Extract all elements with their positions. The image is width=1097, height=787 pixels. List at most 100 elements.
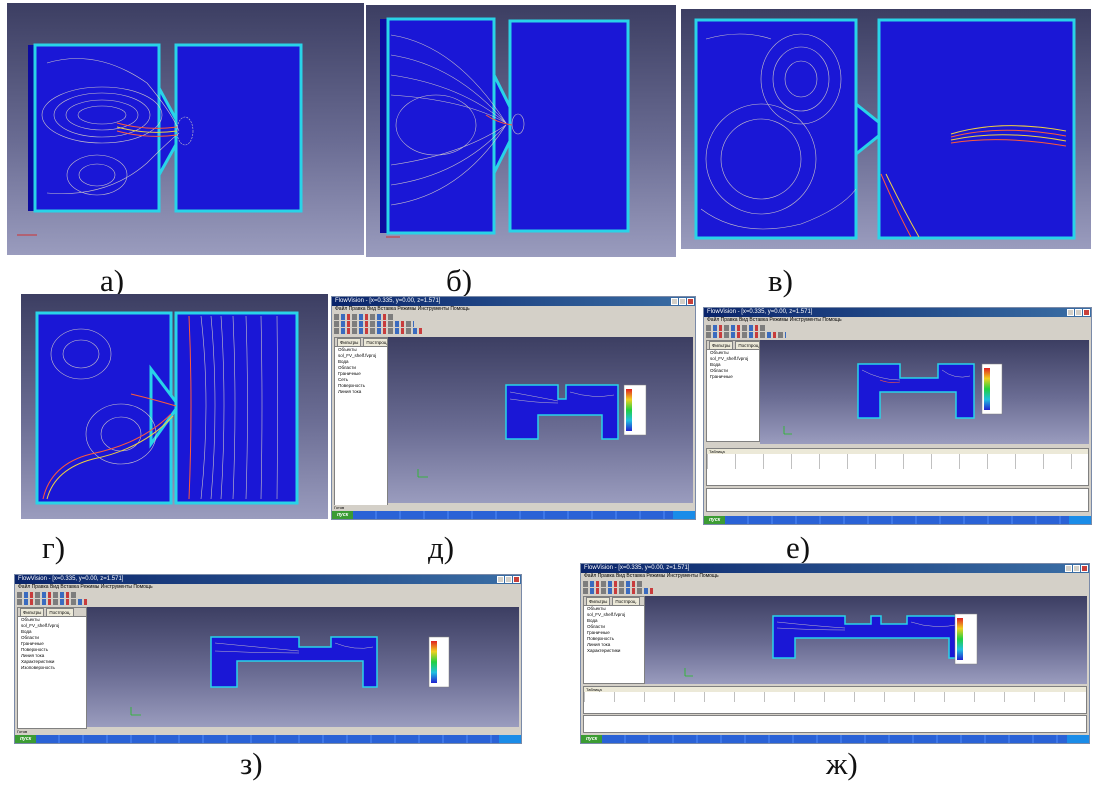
tree-project[interactable]: sol_FV_shelf.fvproj	[338, 353, 377, 358]
minimize-button[interactable]	[1065, 565, 1072, 572]
toolbar-row-1[interactable]	[583, 581, 643, 587]
tree-tabs[interactable]: Фильтры Постпроц.	[584, 597, 644, 606]
tree-item[interactable]: Поверхность	[21, 647, 48, 652]
start-button[interactable]: пуск	[15, 735, 37, 743]
tree-tabs[interactable]: Фильтры Постпроц.	[18, 608, 86, 617]
toolbar-row-2[interactable]	[17, 599, 87, 605]
tree-item[interactable]: Области	[587, 624, 605, 629]
output-log[interactable]	[583, 715, 1087, 733]
maximize-button[interactable]	[1075, 309, 1082, 316]
tree-item[interactable]: Граничные	[21, 641, 44, 646]
tab-postproc[interactable]: Постпроц.	[46, 608, 74, 616]
toolbar-row-3[interactable]	[334, 328, 424, 334]
start-button[interactable]: пуск	[332, 511, 354, 519]
results-table[interactable]: Таблица	[706, 448, 1089, 486]
maximize-button[interactable]	[505, 576, 512, 583]
tab-filters[interactable]: Фильтры	[709, 341, 734, 349]
close-button[interactable]	[1081, 565, 1088, 572]
project-tree[interactable]: Фильтры Постпроц. Объекты sol_FV_shelf.fv…	[706, 340, 760, 442]
results-table-title: Таблица	[584, 687, 1086, 692]
tree-item[interactable]: Сеть	[338, 377, 349, 382]
minimize-button[interactable]	[497, 576, 504, 583]
toolbar-row-1[interactable]	[706, 325, 766, 331]
tree-project[interactable]: sol_FV_shelf.fvproj	[21, 623, 60, 628]
tree-item[interactable]: Области	[338, 365, 356, 370]
table-row	[584, 697, 1086, 702]
panel-g-image	[21, 294, 328, 519]
start-button[interactable]: пуск	[704, 516, 726, 524]
tree-item[interactable]: Граничные	[587, 630, 610, 635]
tree-item[interactable]: Характеристики	[587, 648, 621, 653]
minimize-button[interactable]	[1067, 309, 1074, 316]
close-button[interactable]	[687, 298, 694, 305]
maximize-button[interactable]	[679, 298, 686, 305]
tree-item[interactable]: Поверхность	[587, 636, 614, 641]
tab-postproc[interactable]: Постпроц.	[612, 597, 640, 605]
caption-z: з)	[240, 746, 263, 781]
panel-v-visualization	[694, 18, 1076, 240]
project-tree[interactable]: Фильтры Постпроц. Объекты sol_FV_shelf.fv…	[334, 337, 388, 509]
close-button[interactable]	[513, 576, 520, 583]
taskbar-tasks[interactable]	[353, 511, 673, 519]
tree-project[interactable]: sol_FV_shelf.fvproj	[710, 356, 749, 361]
tab-filters[interactable]: Фильтры	[337, 338, 362, 346]
toolbar-row-1[interactable]	[17, 592, 77, 598]
tree-item[interactable]: Граничные	[710, 374, 733, 379]
window-title: FlowVision - [x=0.335, y=0.00, z=1.571]	[15, 575, 521, 584]
tree-item[interactable]: Области	[21, 635, 39, 640]
tree-item[interactable]: Поверхность	[338, 383, 365, 388]
taskbar-tasks[interactable]	[725, 516, 1069, 524]
tree-item[interactable]: Изоповерхность	[21, 665, 55, 670]
viewport-3d[interactable]	[645, 596, 1087, 684]
viewport-3d[interactable]	[388, 337, 693, 503]
menu-bar[interactable]: Файл Правка Вид Вставка Режимы Инструмен…	[335, 306, 470, 312]
tree-root[interactable]: Объекты	[710, 350, 729, 355]
tree-item[interactable]: Характеристики	[21, 659, 55, 664]
toolbar-row-1[interactable]	[334, 314, 394, 320]
results-table[interactable]: Таблица	[583, 686, 1087, 714]
tab-postproc[interactable]: Постпроц.	[363, 338, 387, 346]
window-title: FlowVision - [x=0.335, y=0.00, z=1.571]	[332, 297, 695, 306]
menu-bar[interactable]: Файл Правка Вид Вставка Режимы Инструмен…	[584, 573, 719, 579]
tab-filters[interactable]: Фильтры	[20, 608, 45, 616]
panel-v-image	[681, 9, 1091, 249]
maximize-button[interactable]	[1073, 565, 1080, 572]
tree-item[interactable]: Вода	[21, 629, 32, 634]
taskbar-tasks[interactable]	[602, 735, 1067, 743]
tree-tabs[interactable]: Фильтры Постпроц.	[335, 338, 387, 347]
tree-item[interactable]: Области	[710, 368, 728, 373]
menu-bar[interactable]: Файл Правка Вид Вставка Режимы Инструмен…	[707, 317, 842, 323]
tree-root[interactable]: Объекты	[587, 606, 606, 611]
tree-item[interactable]: Вода	[710, 362, 721, 367]
toolbar-row-2[interactable]	[334, 321, 414, 327]
minimize-button[interactable]	[671, 298, 678, 305]
tab-filters[interactable]: Фильтры	[586, 597, 611, 605]
output-log[interactable]	[706, 488, 1089, 512]
tree-root[interactable]: Объекты	[21, 617, 40, 622]
tree-project[interactable]: sol_FV_shelf.fvproj	[587, 612, 626, 617]
table-row	[707, 454, 1088, 459]
table-row	[707, 459, 1088, 464]
taskbar: пуск	[332, 511, 695, 519]
tab-postproc[interactable]: Постпроц.	[735, 341, 759, 349]
toolbar-row-2[interactable]	[583, 588, 653, 594]
tree-item[interactable]: Граничные	[338, 371, 361, 376]
tree-root[interactable]: Объекты	[338, 347, 357, 352]
tree-item[interactable]: Вода	[587, 618, 598, 623]
project-tree[interactable]: Фильтры Постпроц. Объекты sol_FV_shelf.fv…	[583, 596, 645, 684]
taskbar-tasks[interactable]	[36, 735, 499, 743]
tree-tabs[interactable]: Фильтры Постпроц.	[707, 341, 759, 350]
viewport-3d[interactable]	[760, 340, 1089, 444]
start-button[interactable]: пуск	[581, 735, 603, 743]
tree-item[interactable]: Линия тока	[21, 653, 45, 658]
taskbar-clock	[1067, 735, 1089, 743]
toolbar-row-2[interactable]	[706, 332, 786, 338]
menu-bar[interactable]: Файл Правка Вид Вставка Режимы Инструмен…	[18, 584, 153, 590]
viewport-3d[interactable]	[87, 607, 519, 727]
tree-item[interactable]: Вода	[338, 359, 349, 364]
close-button[interactable]	[1083, 309, 1090, 316]
tree-item[interactable]: Линия тока	[587, 642, 611, 647]
caption-g: г)	[42, 530, 66, 565]
tree-item[interactable]: Линия тока	[338, 389, 362, 394]
project-tree[interactable]: Фильтры Постпроц. Объекты sol_FV_shelf.fv…	[17, 607, 87, 729]
